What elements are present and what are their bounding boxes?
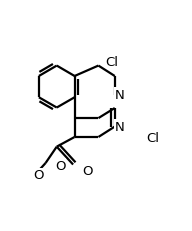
Text: O: O	[33, 169, 43, 182]
Text: N: N	[114, 89, 124, 102]
Text: Cl: Cl	[146, 131, 159, 144]
Text: O: O	[55, 159, 66, 172]
Text: Cl: Cl	[105, 55, 118, 68]
Text: O: O	[83, 164, 93, 177]
Text: N: N	[114, 121, 124, 134]
